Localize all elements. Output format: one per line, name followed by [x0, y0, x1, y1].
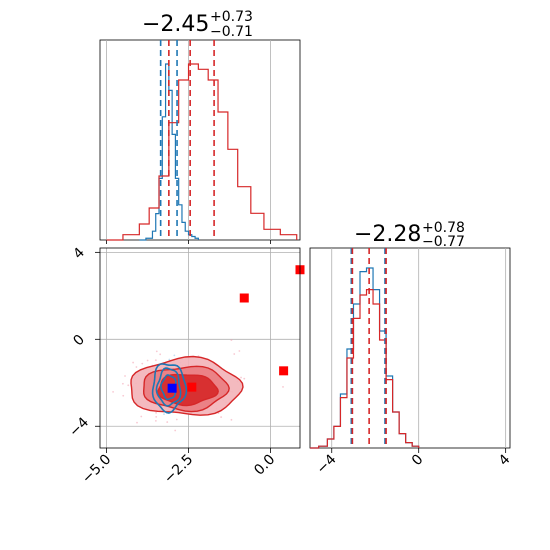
histograms	[310, 267, 420, 449]
histograms	[106, 63, 298, 241]
quantile-lines	[159, 40, 215, 240]
scatter-point	[220, 416, 223, 418]
scatter-point	[243, 377, 246, 380]
title-param-1-sup: +0.73	[210, 9, 253, 25]
scatter-point	[124, 375, 126, 377]
scatter-point	[127, 384, 130, 387]
panel-frame	[99, 247, 301, 449]
title-param-2: −2.28 +0.78 −0.77	[354, 220, 465, 250]
scatter-point	[154, 419, 157, 422]
scatter-point	[146, 359, 149, 362]
scatter-point	[166, 421, 169, 423]
scatter-point	[140, 415, 143, 418]
scatter-point	[230, 339, 233, 341]
histogram-series-1	[106, 63, 298, 241]
scatter-point	[159, 353, 162, 356]
scatter-point	[154, 359, 157, 362]
grid	[331, 248, 507, 448]
marginal-histogram-param-1	[99, 39, 301, 244]
scatter-point	[238, 350, 241, 352]
scatter-point	[155, 415, 158, 418]
title-param-2-sub: −0.77	[422, 234, 465, 250]
grid	[100, 248, 300, 448]
x-tick-label: −5.0	[79, 452, 114, 487]
y-ticks: −4 0 4	[66, 245, 100, 440]
marker-3	[187, 382, 197, 392]
scatter-point	[112, 390, 114, 393]
y-tick-label: −4	[66, 414, 92, 440]
marker-4	[167, 383, 177, 393]
x-ticks: −5.0 −2.5 0.0	[79, 448, 278, 487]
scatter-point	[155, 350, 158, 353]
panel-frame	[309, 247, 511, 449]
histogram-series-1	[310, 289, 420, 449]
panel-frame	[99, 39, 301, 241]
title-param-1-value: −2.45	[142, 12, 209, 37]
x-tick-label: −2.5	[161, 452, 196, 487]
scatter-point	[174, 429, 177, 432]
x-tick-label: 0.0	[251, 452, 278, 479]
y-tick-label: 4	[70, 245, 88, 263]
scatter-point	[136, 421, 138, 424]
scatter-point	[60, 366, 62, 368]
scatter-point	[173, 354, 176, 357]
scatter-point	[233, 353, 236, 355]
scatter-point	[240, 376, 242, 379]
marker-2	[279, 366, 289, 376]
scatter-point	[121, 382, 124, 385]
scatter-point	[163, 413, 165, 416]
marginal-histogram-param-2: −4 0 4	[309, 247, 514, 477]
title-param-1-sub: −0.71	[210, 24, 253, 40]
title-param-2-sup: +0.78	[422, 220, 465, 236]
x-tick-label: 4	[496, 451, 514, 469]
scatter-point	[282, 386, 284, 388]
x-tick-label: −4	[314, 451, 340, 477]
title-param-1: −2.45 +0.73 −0.71	[142, 9, 253, 40]
quantile-lines	[350, 248, 387, 448]
contours	[130, 355, 244, 416]
scatter-point	[175, 418, 178, 421]
x-tick-label: 0	[409, 452, 427, 470]
blue-contour-level-2	[160, 374, 177, 401]
joint-contour-plot: −5.0 −2.5 0.0 −4 0 4	[60, 245, 305, 487]
y-tick-label: 0	[70, 332, 88, 350]
blue-contour-level-1	[155, 367, 182, 407]
scatter-point	[122, 394, 125, 397]
blue-contour-level-0	[151, 363, 188, 414]
marker-1	[239, 293, 249, 303]
scatter-point	[141, 362, 144, 365]
x-ticks: −4 0 4	[314, 448, 514, 477]
scatter-point	[230, 418, 233, 421]
scatter-point	[168, 358, 171, 361]
scatter-point	[155, 411, 157, 414]
scatter-point	[135, 366, 138, 368]
title-param-2-value: −2.28	[354, 222, 421, 247]
scatter-point	[132, 361, 135, 364]
